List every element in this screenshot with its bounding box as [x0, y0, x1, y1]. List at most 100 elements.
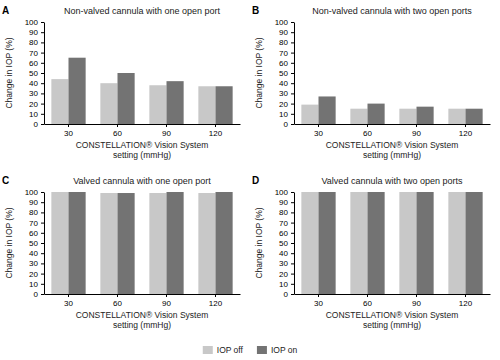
tick: 20: [29, 270, 44, 279]
bar: [149, 85, 166, 124]
tick: 30: [314, 294, 323, 308]
tick-label: 40: [29, 79, 38, 88]
tick-mark: [41, 253, 44, 254]
tick-mark: [291, 212, 294, 213]
tick-mark: [291, 192, 294, 193]
tick-label: 80: [279, 208, 288, 217]
tick-mark: [291, 42, 294, 43]
tick-label: 70: [29, 219, 38, 228]
tick-mark: [41, 263, 44, 264]
tick-label: 30: [64, 129, 73, 138]
bar: [69, 192, 86, 294]
panel-label: B: [252, 5, 259, 16]
tick-label: 90: [162, 299, 171, 308]
tick-mark: [41, 42, 44, 43]
tick: 0: [284, 290, 294, 299]
tick-label: 90: [162, 129, 171, 138]
tick: 50: [279, 239, 294, 248]
tick-label: 30: [314, 129, 323, 138]
tick: 20: [279, 270, 294, 279]
tick: 90: [29, 28, 44, 37]
x-axis: 306090120: [295, 124, 491, 138]
tick: 120: [459, 294, 473, 308]
tick-label: 100: [25, 18, 39, 27]
tick-mark: [41, 274, 44, 275]
tick: 80: [29, 208, 44, 217]
tick-mark: [215, 124, 216, 127]
tick: 0: [284, 120, 294, 129]
tick: 120: [459, 124, 473, 138]
tick-label: 20: [29, 270, 38, 279]
tick-mark: [465, 294, 466, 297]
bar: [118, 73, 135, 124]
tick-mark: [416, 294, 417, 297]
panel-label: C: [2, 175, 9, 186]
tick-mark: [41, 114, 44, 115]
legend: IOP off IOP on: [203, 345, 298, 355]
y-axis: 0102030405060708090100: [275, 188, 295, 299]
legend-label: IOP on: [271, 345, 298, 355]
tick-label: 30: [29, 259, 38, 268]
tick-label: 80: [29, 208, 38, 217]
legend-item: IOP off: [203, 345, 244, 355]
tick: 50: [279, 69, 294, 78]
tick-mark: [367, 294, 368, 297]
tick-mark: [166, 294, 167, 297]
tick-label: 20: [279, 100, 288, 109]
tick: 50: [29, 69, 44, 78]
tick: 30: [314, 124, 323, 138]
y-axis-title: Change in IOP (%): [4, 37, 14, 108]
tick: 60: [279, 229, 294, 238]
tick-label: 40: [279, 79, 288, 88]
tick: 90: [279, 198, 294, 207]
tick-label: 60: [279, 59, 288, 68]
tick-label: 60: [279, 229, 288, 238]
tick-mark: [291, 223, 294, 224]
tick: 60: [29, 59, 44, 68]
title: Non-valved cannula with two open ports: [312, 6, 472, 16]
tick-label: 70: [279, 49, 288, 58]
bar: [319, 96, 336, 124]
x-axis-title: CONSTELLATION® Vision Systemsetting (mmH…: [76, 140, 209, 160]
title: Non-valved cannula with one open port: [64, 6, 221, 16]
tick-mark: [117, 124, 118, 127]
tick-mark: [291, 73, 294, 74]
tick: 60: [279, 59, 294, 68]
bar: [167, 192, 184, 294]
tick: 50: [29, 239, 44, 248]
tick-label: 60: [29, 59, 38, 68]
tick: 30: [64, 124, 73, 138]
bar: [417, 192, 434, 294]
bar: [149, 193, 166, 294]
tick: 80: [29, 38, 44, 47]
tick-mark: [291, 202, 294, 203]
tick-label: 10: [279, 280, 288, 289]
tick: 90: [412, 294, 421, 308]
bar: [368, 192, 385, 294]
bar: [448, 109, 465, 124]
bars: [51, 58, 232, 124]
y-axis-title: Change in IOP (%): [4, 207, 14, 278]
bar: [399, 109, 416, 124]
bar: [118, 193, 135, 294]
bar: [466, 192, 483, 294]
tick-mark: [291, 53, 294, 54]
bar: [301, 192, 318, 294]
tick-mark: [41, 53, 44, 54]
tick-mark: [41, 243, 44, 244]
x-axis-title: CONSTELLATION® Vision Systemsetting (mmH…: [326, 310, 459, 330]
tick-label: 60: [363, 129, 372, 138]
panel-label: D: [252, 175, 259, 186]
bar: [51, 79, 68, 124]
tick: 20: [279, 100, 294, 109]
bar: [216, 86, 233, 124]
tick-mark: [41, 202, 44, 203]
tick: 60: [363, 294, 372, 308]
tick-label: 80: [29, 38, 38, 47]
tick-mark: [41, 192, 44, 193]
tick-label: 60: [113, 299, 122, 308]
tick-label: 50: [279, 69, 288, 78]
tick-mark: [291, 32, 294, 33]
tick-mark: [291, 83, 294, 84]
tick: 120: [209, 124, 223, 138]
